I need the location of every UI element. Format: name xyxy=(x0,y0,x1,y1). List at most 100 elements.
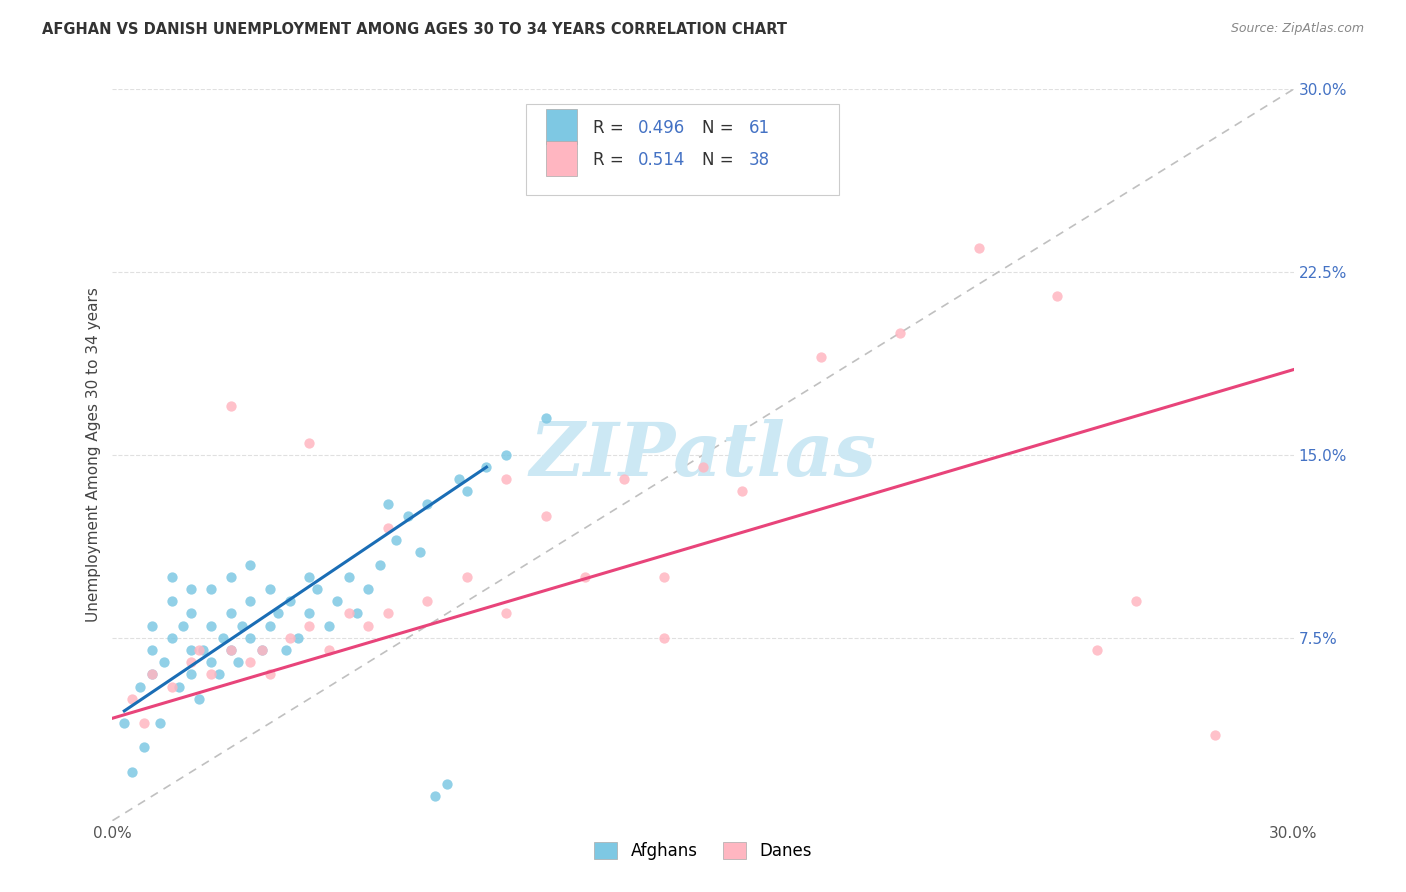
Point xyxy=(456,484,478,499)
Point xyxy=(298,435,321,450)
Point xyxy=(141,618,163,632)
Point xyxy=(112,716,135,731)
Point xyxy=(259,667,281,681)
Point xyxy=(200,618,222,632)
Point xyxy=(447,472,470,486)
Point xyxy=(200,655,222,669)
Point xyxy=(298,570,321,584)
Point xyxy=(219,570,242,584)
Point xyxy=(731,484,754,499)
Legend: Afghans, Danes: Afghans, Danes xyxy=(588,836,818,867)
Point xyxy=(141,667,163,681)
Point xyxy=(495,448,517,462)
Point xyxy=(408,545,430,559)
Point xyxy=(259,618,281,632)
Point xyxy=(129,680,152,694)
Point xyxy=(141,667,163,681)
Point xyxy=(967,241,990,255)
Point xyxy=(318,618,340,632)
Text: AFGHAN VS DANISH UNEMPLOYMENT AMONG AGES 30 TO 34 YEARS CORRELATION CHART: AFGHAN VS DANISH UNEMPLOYMENT AMONG AGES… xyxy=(42,22,787,37)
Point xyxy=(377,497,399,511)
Point xyxy=(287,631,309,645)
Point xyxy=(810,351,832,365)
Point xyxy=(152,655,174,669)
Point xyxy=(132,716,155,731)
Point xyxy=(298,618,321,632)
Point xyxy=(172,618,194,632)
Point xyxy=(613,472,636,486)
Point xyxy=(357,618,380,632)
Point xyxy=(574,570,596,584)
Point xyxy=(337,607,360,621)
Point xyxy=(141,643,163,657)
Point xyxy=(160,631,183,645)
Point xyxy=(318,643,340,657)
Point xyxy=(377,607,399,621)
Point xyxy=(1046,289,1069,303)
Point xyxy=(121,691,143,706)
Point xyxy=(239,558,262,572)
Point xyxy=(231,618,253,632)
Point xyxy=(191,643,214,657)
Point xyxy=(208,667,231,681)
Point xyxy=(298,607,321,621)
Point xyxy=(267,607,290,621)
FancyBboxPatch shape xyxy=(526,103,839,195)
Point xyxy=(416,497,439,511)
Point xyxy=(495,472,517,486)
Point xyxy=(228,655,250,669)
Point xyxy=(377,521,399,535)
Text: 0.496: 0.496 xyxy=(638,119,685,137)
Text: 38: 38 xyxy=(749,151,770,169)
Point xyxy=(180,643,202,657)
Point xyxy=(250,643,273,657)
Point xyxy=(534,411,557,425)
Point xyxy=(211,631,233,645)
Point xyxy=(121,764,143,779)
Point xyxy=(692,460,714,475)
Point xyxy=(180,655,202,669)
Y-axis label: Unemployment Among Ages 30 to 34 years: Unemployment Among Ages 30 to 34 years xyxy=(86,287,101,623)
Point xyxy=(1085,643,1108,657)
Point xyxy=(652,631,675,645)
Point xyxy=(495,607,517,621)
Point xyxy=(436,777,458,791)
Point xyxy=(456,570,478,584)
Text: 61: 61 xyxy=(749,119,770,137)
Text: N =: N = xyxy=(702,119,738,137)
Point xyxy=(219,643,242,657)
Text: ZIPatlas: ZIPatlas xyxy=(530,418,876,491)
Point xyxy=(278,631,301,645)
Point xyxy=(326,594,349,608)
Point xyxy=(357,582,380,596)
Point xyxy=(259,582,281,596)
Point xyxy=(200,582,222,596)
Point xyxy=(219,643,242,657)
Point xyxy=(239,631,262,645)
Point xyxy=(1204,728,1226,742)
FancyBboxPatch shape xyxy=(546,109,576,145)
Point xyxy=(475,460,498,475)
Point xyxy=(160,680,183,694)
Point xyxy=(396,508,419,523)
Point xyxy=(149,716,172,731)
Point xyxy=(239,655,262,669)
Point xyxy=(368,558,391,572)
Point xyxy=(889,326,911,340)
Point xyxy=(188,643,211,657)
Point xyxy=(534,508,557,523)
Point xyxy=(160,570,183,584)
Point xyxy=(180,607,202,621)
Point xyxy=(188,691,211,706)
Text: R =: R = xyxy=(593,119,628,137)
Point xyxy=(307,582,329,596)
Point xyxy=(385,533,408,548)
FancyBboxPatch shape xyxy=(546,141,576,177)
Point xyxy=(346,607,368,621)
Point xyxy=(337,570,360,584)
Point xyxy=(239,594,262,608)
Point xyxy=(416,594,439,608)
Point xyxy=(169,680,191,694)
Point xyxy=(160,594,183,608)
Point xyxy=(219,399,242,413)
